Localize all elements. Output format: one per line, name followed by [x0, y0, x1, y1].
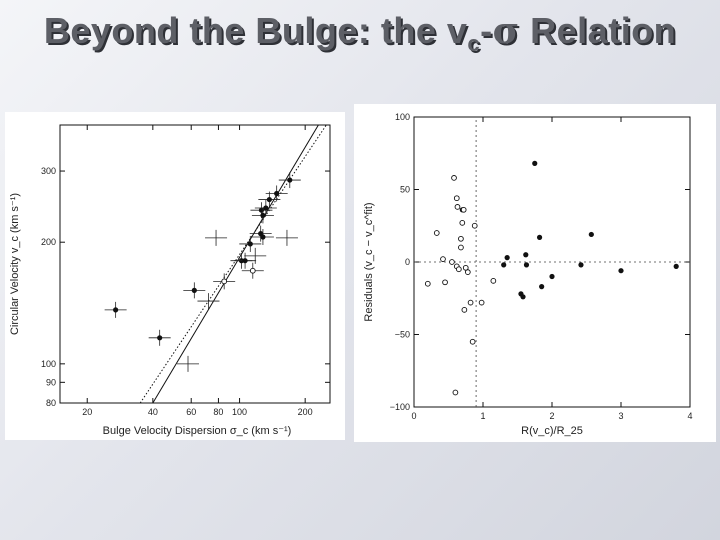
left-chart-panel: 20 40 60 80 100 200 80 90 100 200 300 Bulge Veloci… [5, 112, 345, 440]
filled-data-point [501, 262, 507, 268]
open-data-point [440, 256, 446, 262]
open-data-point [433, 230, 440, 236]
open-data-point [460, 206, 467, 213]
x-tick-label: 100 [232, 407, 247, 417]
y-tick-label: 80 [46, 398, 56, 408]
filled-data-point [247, 241, 253, 247]
x-tick-label: 60 [186, 407, 196, 417]
filled-data-point [504, 255, 510, 261]
slide-title: Beyond the Bulge: the vc-σ Relation [0, 10, 720, 57]
x-tick-label: 20 [82, 407, 92, 417]
open-data-point [424, 280, 431, 287]
open-data-point [249, 267, 256, 274]
y-tick-label: 300 [41, 166, 56, 176]
x-tick-label: 200 [298, 407, 313, 417]
open-data-point [451, 175, 457, 181]
title-dash: - [480, 10, 493, 51]
x-tick-label: 1 [480, 411, 485, 421]
plot-frame [59, 124, 331, 404]
open-data-point [442, 279, 448, 286]
filled-data-point [113, 307, 119, 313]
open-data-point [455, 266, 462, 273]
open-data-point [464, 269, 471, 276]
filled-data-point [266, 196, 272, 203]
right-chart-panel: 0 1 2 3 4 −100 −50 0 50 100 R(v_c)/R_25 Residuals… [354, 104, 716, 442]
filled-data-point [673, 263, 679, 269]
x-tick-label: 80 [213, 407, 223, 417]
open-data-point [459, 219, 466, 226]
filled-data-point [157, 335, 163, 341]
filled-data-point [618, 268, 624, 274]
filled-data-point [578, 262, 584, 268]
open-data-point [471, 222, 478, 229]
open-data-point [458, 244, 464, 251]
y-tick-label: −100 [390, 402, 410, 412]
filled-data-point [287, 177, 293, 183]
title-main: Beyond the Bulge: the v [43, 10, 468, 51]
x-tick-label: 40 [148, 407, 158, 417]
x-tick-label: 0 [411, 411, 416, 421]
filled-data-point [260, 234, 266, 240]
open-data-point [461, 307, 468, 313]
open-data-point [221, 278, 228, 285]
open-data-point [467, 299, 474, 306]
filled-data-point [532, 160, 538, 166]
filled-data-point [588, 231, 594, 238]
y-tick-label: 0 [405, 257, 410, 267]
y-tick-label: 100 [41, 359, 56, 369]
x-tick-label: 4 [687, 411, 692, 421]
open-data-point [458, 235, 464, 242]
open-data-point [452, 389, 459, 396]
y-axis-label: Residuals (v_c − v_c^fit) [363, 202, 375, 321]
x-tick-label: 2 [549, 411, 554, 421]
filled-data-point [549, 273, 555, 280]
x-tick-label: 3 [618, 411, 623, 421]
solid-fit-line [152, 124, 319, 404]
open-data-point [478, 299, 485, 306]
open-data-point [490, 278, 497, 284]
filled-data-point [539, 284, 545, 290]
filled-data-point [523, 262, 530, 268]
open-data-point [454, 204, 461, 210]
y-tick-label: 200 [41, 237, 56, 247]
filled-data-point [263, 205, 269, 211]
residuals-chart: 0 1 2 3 4 −100 −50 0 50 100 R(v_c)/R_25 Residuals… [363, 112, 693, 437]
open-data-point [469, 338, 476, 345]
x-axis-label: Bulge Velocity Dispersion σ_c (km s⁻¹) [103, 425, 292, 437]
filled-data-point [191, 287, 197, 293]
y-axis-label: Circular Velocity v_c (km s⁻¹) [9, 193, 21, 335]
open-data-point [449, 259, 455, 265]
y-tick-label: −50 [395, 330, 410, 340]
filled-data-point [523, 252, 529, 258]
y-tick-label: 100 [395, 112, 410, 122]
x-axis-label: R(v_c)/R_25 [521, 425, 583, 437]
open-data-point [453, 195, 460, 202]
y-tick-label: 90 [46, 377, 56, 387]
filled-data-point [260, 212, 266, 218]
vc-sigma-chart: 20 40 60 80 100 200 80 90 100 200 300 Bulge Veloci… [9, 124, 331, 437]
dotted-fit-line [139, 124, 327, 404]
title-end: Relation [519, 10, 677, 51]
filled-data-point [242, 258, 248, 264]
filled-data-point [520, 294, 526, 300]
title-subscript: c [467, 31, 481, 56]
filled-data-point [536, 234, 543, 240]
y-tick-label: 50 [400, 185, 410, 195]
title-sigma: σ [492, 10, 520, 52]
filled-data-point [274, 190, 280, 197]
